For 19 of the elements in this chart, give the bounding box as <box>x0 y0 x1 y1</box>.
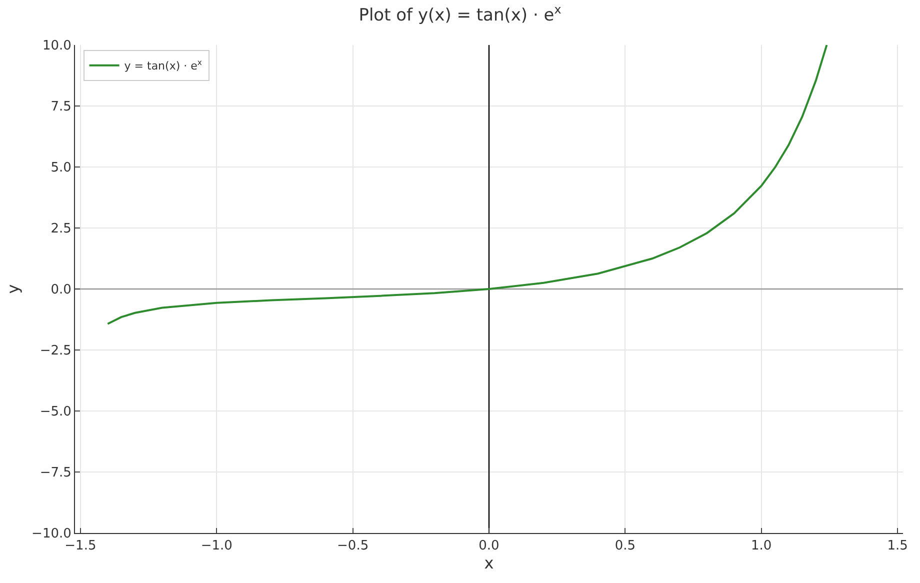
chart-title: Plot of y(x) = tan(x) · e$^{x}$ <box>358 2 562 26</box>
y-tick-label: 7.5 <box>50 100 72 115</box>
y-tick-label: −2.5 <box>40 344 72 359</box>
x-tick-label: 1.5 <box>887 538 908 554</box>
x-axis-title: x <box>484 554 494 573</box>
y-tick-label: 10.0 <box>42 38 72 54</box>
y-axis-title: y <box>3 284 22 294</box>
x-tick-label: 0.5 <box>614 538 636 554</box>
x-tick-label: 1.0 <box>751 538 772 554</box>
y-tick-label: 2.5 <box>50 222 72 237</box>
y-tick-label: 0.0 <box>50 282 72 298</box>
y-tick-label: −7.5 <box>40 466 72 481</box>
legend-label: y = tan(x) · e$^{x}$ <box>124 58 202 73</box>
line-series <box>106 45 828 325</box>
y-tick-label: −5.0 <box>40 404 72 420</box>
x-tick-label: 0.0 <box>478 538 500 554</box>
x-tick-label: −1.0 <box>200 538 232 554</box>
x-tick-label: −0.5 <box>337 538 369 554</box>
y-tick-label: 5.0 <box>50 160 72 176</box>
